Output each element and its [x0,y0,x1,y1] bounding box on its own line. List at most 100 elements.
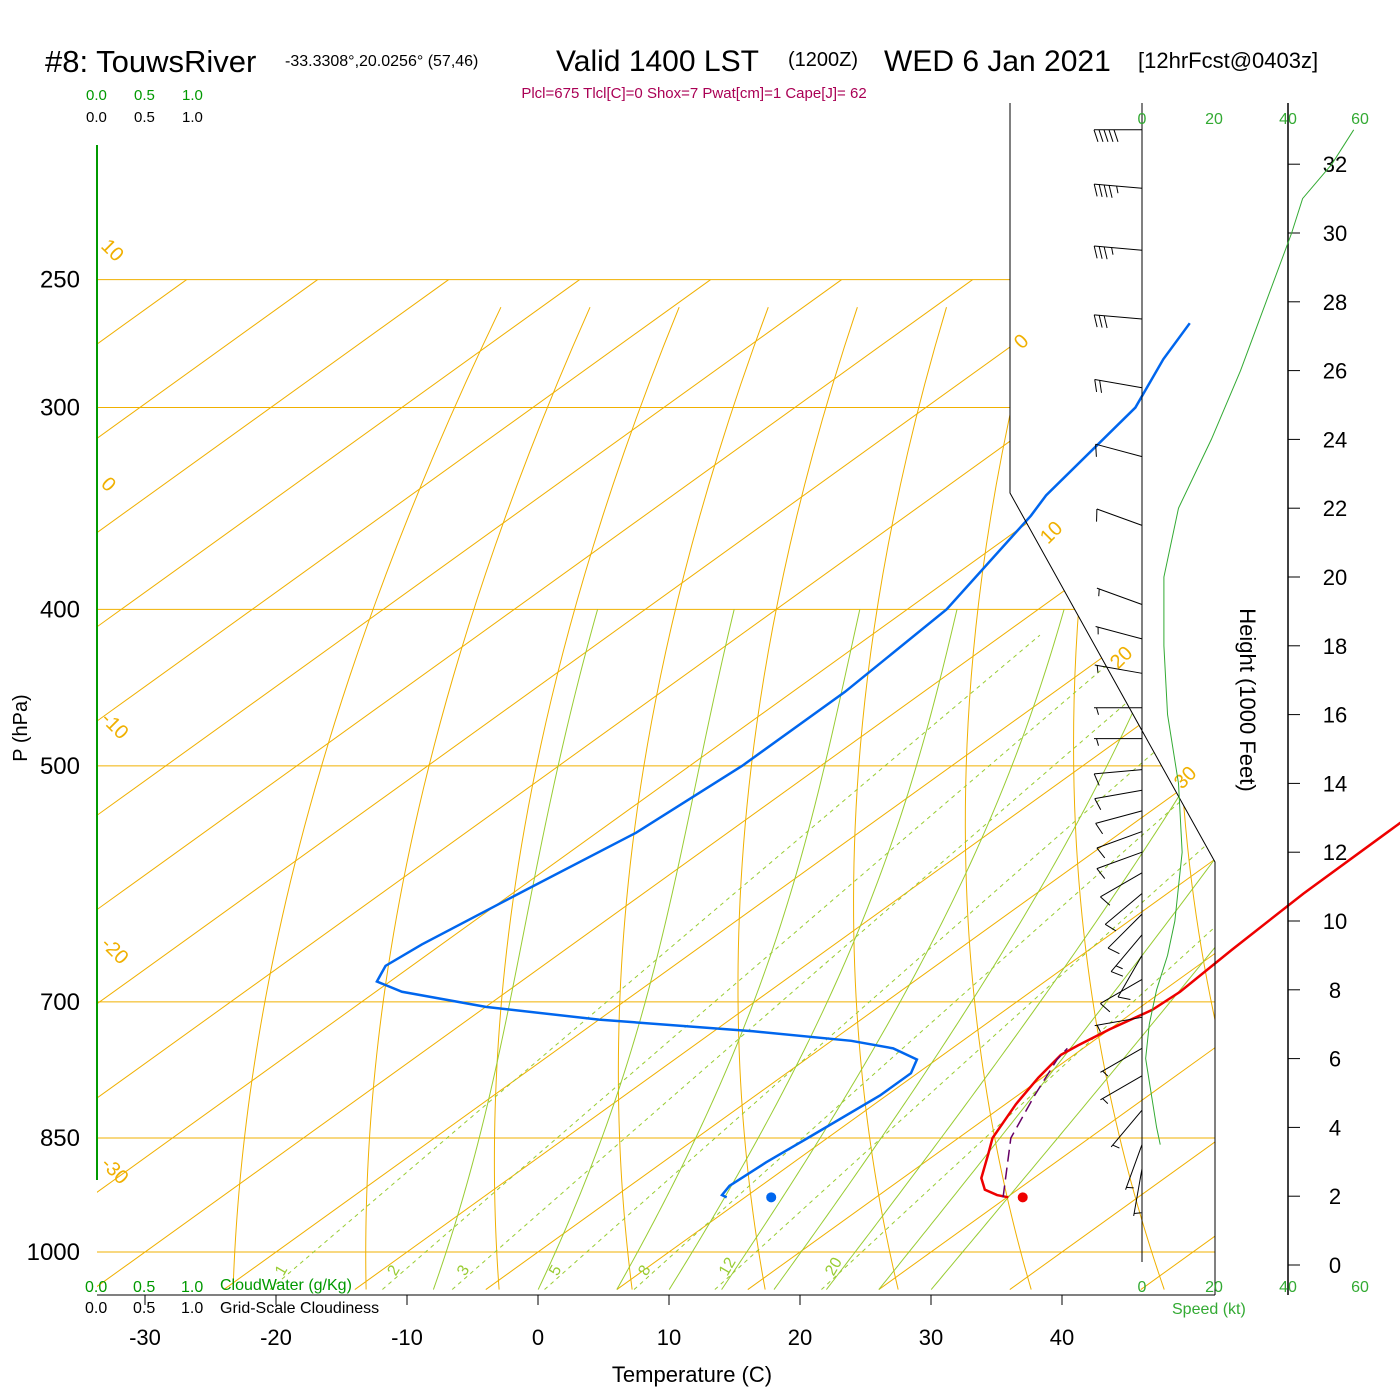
zulu-label: (1200Z) [788,49,858,71]
surface-dewpoint-dot [766,1192,777,1203]
temp-tick-label: 10 [657,1325,681,1350]
height-tick-label: 26 [1323,359,1347,384]
cloudwater-top-2: 1.0 [182,87,203,104]
axis-labels: 1 2 3 5 8 12 20100-10-20-300102030250300400500… [27,235,1202,1350]
wind-barb [1107,913,1143,955]
moist-adiabat [668,609,958,1290]
mixing-ratio-label: 3 [454,1262,473,1278]
pressure-tick-label: 250 [40,267,80,294]
mixing-ratio-line [821,634,1215,1290]
speed-tick-label-bottom: 0 [1138,1279,1147,1296]
surface-temp-dot [1017,1192,1028,1203]
temp-tick-label: -20 [260,1325,292,1350]
isotherm-label: -20 [96,933,132,969]
coords-label: -33.3308°,20.0256° (57,46) [285,53,478,70]
pressure-tick-label: 500 [40,753,80,780]
profiles [96,145,1400,1203]
isotherm [878,279,1215,1290]
isotherm [354,279,1215,1290]
height-axis-title: Height (1000 Feet) [1235,608,1260,791]
isotherm-label: 0 [96,473,119,496]
height-tick-label: 16 [1323,703,1347,728]
dry-adiabat [964,307,1037,1290]
wind-barb [1093,314,1143,329]
height-tick-label: 4 [1329,1115,1341,1140]
isotherm-label: 0 [1010,330,1033,353]
wind-barb [1093,183,1143,198]
speed-tick-label-bottom: 60 [1351,1279,1369,1296]
pressure-tick-label: 700 [40,989,80,1016]
isotherm-label: -30 [96,1153,132,1189]
wind-barb [1110,1109,1143,1149]
temp-tick-label: -30 [129,1325,161,1350]
mixing-ratio-line [714,634,1215,1290]
pressure-axis-title: P (hPa) [10,694,32,761]
cloudiness-bottom-labels: 0.0 0.5 1.0 Grid-Scale Cloudiness [85,1300,379,1317]
height-tick-label: 30 [1323,221,1347,246]
temp-tick-label: 30 [919,1325,943,1350]
wind-barb [1095,810,1143,835]
wind-barb [1110,934,1143,977]
isotherm [616,279,1215,1290]
height-tick-label: 0 [1329,1253,1341,1278]
cloudwater-bottom-1: 0.5 [133,1279,155,1296]
speed-tick-label-bottom: 40 [1279,1279,1297,1296]
dry-adiabat [617,307,769,1290]
wind-barb [1094,1016,1143,1032]
indices-label: Plcl=675 Tlcl[C]=0 Shox=7 Pwat[cm]=1 Cap… [521,85,866,102]
height-tick-label: 24 [1323,427,1347,452]
mixing-ratio-label: 20 [822,1255,846,1279]
speed-axis-title: Speed (kt) [1172,1301,1246,1318]
isotherm [97,279,842,1290]
wind-barb [1096,831,1143,859]
cloudiness-top-0: 0.0 [86,109,107,126]
mixing-ratio-line [544,634,1215,1290]
height-tick-label: 10 [1323,909,1347,934]
cloudwater-top-1: 0.5 [134,87,155,104]
wind-barb [1100,872,1143,906]
isotherm [97,279,973,1290]
moist-adiabat [826,609,1215,1290]
pressure-tick-label: 850 [40,1125,80,1152]
wind-barb [1096,508,1143,526]
pressure-tick-label: 1000 [27,1239,80,1266]
cloudwater-top-labels: 0.0 0.5 1.0 [86,87,203,104]
wind-barb [1125,1144,1143,1190]
speed-tick-label-top: 40 [1279,111,1297,128]
dry-adiabat [1280,307,1400,1289]
isotherm [97,279,711,1290]
isotherm-label: -10 [96,708,132,744]
isotherm [97,279,580,1290]
mixing-ratio-label: 5 [546,1262,565,1278]
date-label: WED 6 Jan 2021 [884,45,1111,78]
moist-adiabat [930,609,1215,1290]
isotherm [97,279,1104,1290]
cloudwater-bottom-0: 0.0 [85,1279,107,1296]
height-tick-label: 22 [1323,496,1347,521]
wind-barb [1095,626,1143,640]
moist-adiabat [616,609,861,1290]
cloudwater-title: CloudWater (g/Kg) [220,1277,352,1294]
height-tick-label: 12 [1323,840,1347,865]
wind-barb [1095,443,1143,458]
mixing-ratio-label: 12 [716,1255,740,1279]
speed-tick-label-top: 20 [1205,111,1223,128]
mixing-ratio-line [269,634,1041,1290]
cloudiness-title: Grid-Scale Cloudiness [220,1300,379,1317]
dry-adiabat [853,307,947,1290]
speed-tick-label-bottom: 20 [1205,1279,1223,1296]
height-tick-label: 6 [1329,1047,1341,1072]
pressure-tick-label: 300 [40,395,80,422]
temp-tick-label: 0 [532,1325,544,1350]
station-title: #8: TouwsRiver [45,44,256,79]
height-tick-label: 28 [1323,290,1347,315]
cloudiness-top-labels: 0.0 0.5 1.0 [86,109,203,126]
dry-adiabat [365,306,591,1290]
temperature-line [980,821,1400,1199]
isotherm [747,279,1215,1290]
dry-adiabat [737,307,858,1290]
wind-barb [1094,789,1143,810]
speed-tick-label-top: 0 [1138,111,1147,128]
wind-barb [1093,769,1143,786]
